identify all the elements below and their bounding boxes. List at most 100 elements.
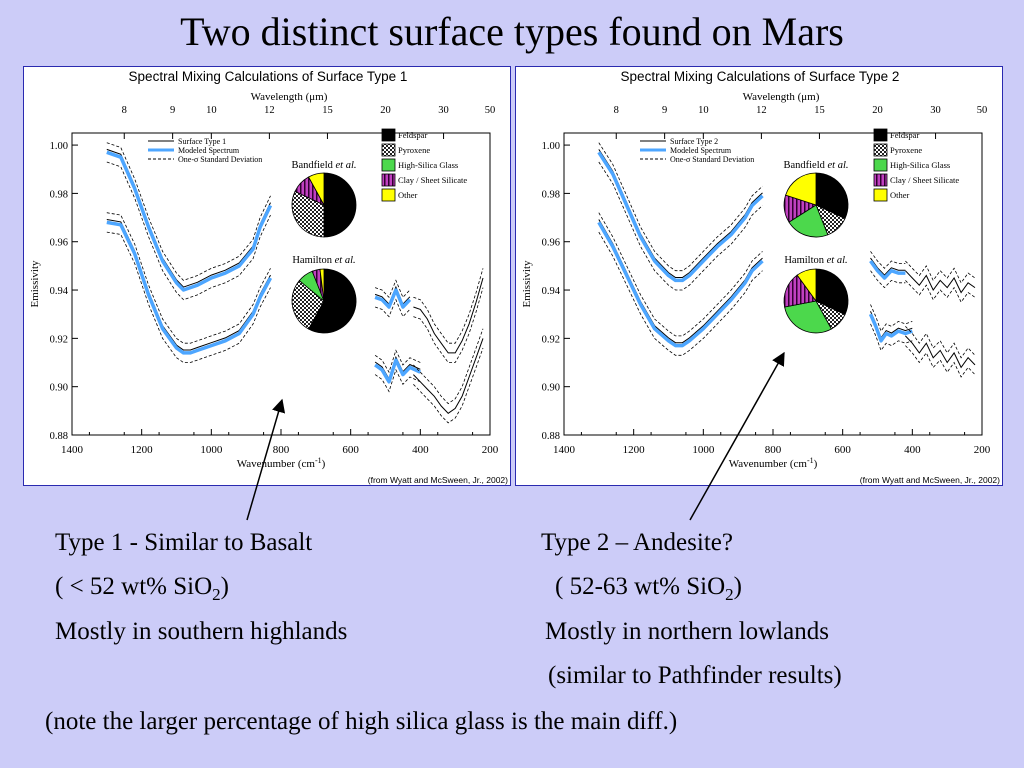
legend-line-label: One-σ Standard Deviation (178, 155, 262, 164)
mineral-legend-swatch (873, 188, 888, 202)
y-tick-label: 0.96 (542, 238, 560, 249)
std-dev-tail-line (905, 326, 976, 359)
pie-title: Hamilton et al. (784, 255, 847, 266)
modeled-spectrum-line (106, 220, 273, 355)
std-dev-lower-line (598, 161, 763, 291)
y-tick-label: 1.00 (50, 141, 68, 152)
y-tick-label: 0.96 (50, 238, 68, 249)
std-dev-tail-line (905, 260, 976, 284)
chart-title: Spectral Mixing Calculations of Surface … (129, 69, 408, 84)
legend-line-label: One-σ Standard Deviation (670, 155, 754, 164)
mineral-legend-label: Other (890, 190, 910, 200)
pie-slice (308, 268, 357, 334)
top-tick-label: 8 (614, 105, 619, 116)
top-tick-label: 50 (485, 105, 496, 116)
std-dev-lower-line (870, 323, 913, 352)
modeled-spectrum-line (106, 150, 273, 292)
top-tick-label: 10 (698, 105, 709, 116)
std-dev-upper-line (870, 304, 913, 332)
pie-slice (319, 268, 325, 302)
pie-slice (291, 280, 325, 330)
top-tick-label: 8 (122, 105, 127, 116)
modeled-spectrum-line (868, 313, 913, 343)
footnote: (note the larger percentage of high sili… (45, 708, 678, 735)
x-tick-label: 1200 (131, 444, 154, 456)
mineral-legend-swatch (381, 188, 396, 202)
pie-slice (308, 172, 325, 206)
mineral-legend-swatch (873, 173, 888, 187)
std-dev-upper-line (598, 142, 763, 272)
std-dev-upper-line (374, 349, 421, 374)
credit-text: (from Wyatt and McSween, Jr., 2002) (860, 475, 1000, 485)
y-axis-label: Emissivity (29, 260, 41, 308)
type2-note: (similar to Pathfinder results) (548, 662, 842, 689)
pie-slice (815, 268, 849, 316)
mineral-legend-label: Pyroxene (398, 145, 430, 155)
top-tick-label: 50 (977, 105, 988, 116)
top-tick-label: 20 (872, 105, 883, 116)
pie-slice (796, 268, 817, 303)
x-tick-label: 600 (342, 444, 359, 456)
modeled-spectrum-line (869, 259, 906, 280)
mineral-legend-label: Clay / Sheet Silicate (890, 175, 959, 185)
spectral-chart-type2: Spectral Mixing Calculations of Surface … (521, 69, 1000, 485)
pie-slice (291, 190, 325, 238)
top-tick-label: 20 (380, 105, 391, 116)
x-axis-label: Wavenumber (cm-1) (237, 456, 326, 470)
std-dev-lower-line (374, 368, 421, 393)
x-tick-label: 200 (974, 444, 991, 456)
std-dev-upper-line (106, 212, 271, 344)
top-tick-label: 9 (662, 105, 667, 116)
chart-title: Spectral Mixing Calculations of Surface … (621, 69, 900, 84)
pie-slice (784, 300, 832, 334)
measured-spectrum-line (106, 148, 271, 288)
x-tick-label: 1400 (553, 444, 576, 456)
std-dev-lower-line (106, 161, 271, 301)
x-tick-label: 1200 (623, 444, 646, 456)
top-tick-label: 9 (170, 105, 175, 116)
y-tick-label: 0.92 (542, 334, 560, 345)
spectral-chart-type1: Spectral Mixing Calculations of Surface … (29, 69, 508, 485)
pie-slice (815, 172, 849, 220)
type2-heading: Type 2 – Andesite? (541, 529, 733, 556)
legend-line-label: Surface Type 2 (670, 137, 718, 146)
std-dev-lower-line (106, 231, 271, 363)
modeled-spectrum-line (597, 221, 764, 348)
legend-line-label: Modeled Spectrum (670, 146, 732, 155)
pie-title: Hamilton et al. (292, 255, 355, 266)
mineral-legend-swatch (873, 128, 888, 142)
slide-title: Two distinct surface types found on Mars (180, 9, 844, 54)
mineral-legend-label: Other (398, 190, 418, 200)
mineral-legend-label: Feldspar (398, 130, 427, 140)
top-tick-label: 30 (930, 105, 941, 116)
y-tick-label: 0.92 (50, 334, 68, 345)
modeled-spectrum-line (374, 288, 412, 309)
x-tick-label: 1000 (200, 444, 223, 456)
top-tick-label: 15 (322, 105, 333, 116)
y-tick-label: 0.88 (542, 431, 560, 442)
std-dev-tail-line (413, 268, 484, 344)
measured-tail-line (413, 338, 484, 414)
y-tick-label: 0.98 (542, 189, 560, 200)
type2-silica: ( 52-63 wt% SiO2) (555, 573, 742, 604)
x-axis-label: Wavenumber (cm-1) (729, 456, 818, 470)
type2-location: Mostly in northern lowlands (545, 618, 830, 645)
pie-title: Bandfield et al. (783, 160, 848, 171)
std-dev-tail-line (413, 328, 484, 405)
x-tick-label: 1400 (61, 444, 84, 456)
measured-tail-line (905, 335, 976, 369)
pie-slice (323, 172, 357, 238)
pie-slice (788, 204, 829, 238)
top-axis-label: Wavelength (μm) (251, 91, 328, 103)
std-dev-upper-line (870, 251, 906, 269)
mineral-legend-swatch (381, 128, 396, 142)
y-tick-label: 0.98 (50, 189, 68, 200)
std-dev-upper-line (106, 142, 271, 281)
y-tick-label: 0.90 (542, 383, 560, 394)
mineral-legend-label: High-Silica Glass (398, 160, 458, 170)
legend-line-label: Modeled Spectrum (178, 146, 240, 155)
y-axis-label: Emissivity (521, 260, 533, 308)
measured-tail-line (413, 277, 484, 354)
x-tick-label: 400 (904, 444, 921, 456)
y-tick-label: 0.90 (50, 383, 68, 394)
